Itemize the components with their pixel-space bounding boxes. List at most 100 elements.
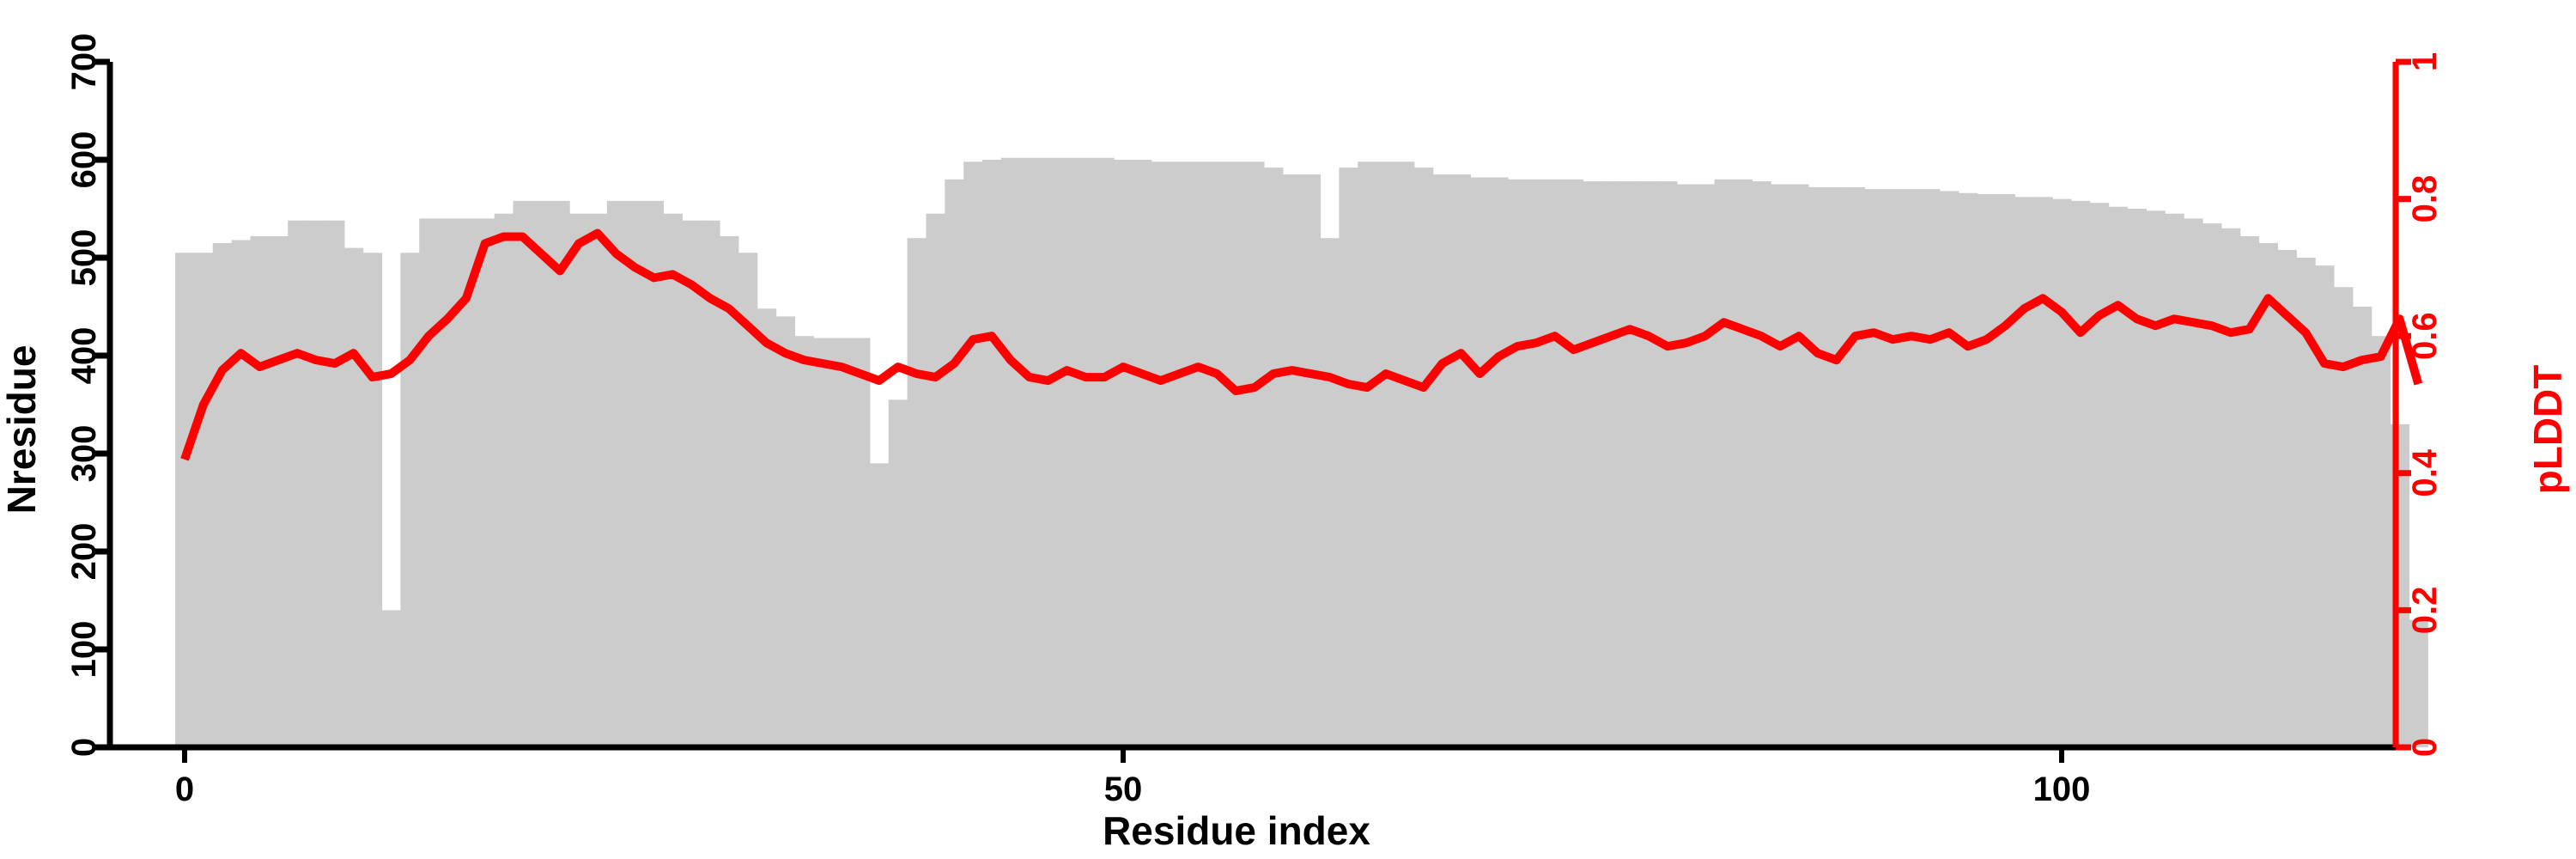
y-axis-left-tick-label: 500 — [65, 229, 103, 287]
bar — [2033, 197, 2053, 747]
bar — [1977, 193, 1997, 747]
bar — [851, 338, 871, 747]
bar — [1902, 189, 1922, 747]
bar — [1207, 161, 1227, 747]
bar — [1864, 189, 1884, 747]
bar — [2108, 206, 2129, 748]
bar — [1339, 168, 1358, 747]
bar — [1263, 168, 1284, 747]
bar — [869, 463, 890, 747]
bar — [343, 247, 364, 748]
bar — [2409, 619, 2428, 747]
bar — [2333, 287, 2354, 747]
bar — [1958, 192, 1978, 747]
y-axis-right-tick-label: 1 — [2406, 52, 2444, 71]
bar — [1826, 186, 1847, 748]
bar — [175, 253, 195, 747]
bar — [1038, 157, 1059, 748]
y-axis-left: 0 100 200 300 400 500 600 700 — [65, 34, 113, 757]
bar-series — [175, 157, 2428, 748]
y-axis-right-tick-label: 0.6 — [2406, 312, 2444, 360]
bar — [1188, 161, 1208, 747]
bar — [2165, 213, 2184, 747]
y-axis-right-tick-label: 0 — [2406, 738, 2444, 757]
bar — [1921, 189, 1941, 747]
bar — [1170, 161, 1190, 747]
bar — [1996, 193, 2015, 747]
bar — [2258, 242, 2278, 747]
bar — [1489, 177, 1509, 747]
bar — [2014, 197, 2034, 747]
bar — [438, 218, 458, 747]
bar — [1245, 161, 1265, 747]
x-axis-tick-label: 50 — [1104, 771, 1143, 808]
bar — [945, 179, 964, 748]
y-axis-right-label: pLDDT — [2525, 364, 2570, 495]
bar — [1114, 160, 1133, 747]
bar — [701, 220, 720, 747]
bar — [1620, 181, 1640, 747]
bar — [926, 213, 945, 747]
bar — [1714, 179, 1735, 748]
bar — [663, 213, 683, 747]
x-axis: 0 50 100 — [110, 744, 2396, 808]
bar — [587, 213, 608, 747]
bar — [2315, 265, 2335, 747]
bar — [1883, 189, 1903, 747]
bar — [775, 316, 796, 747]
bar — [1658, 181, 1678, 747]
bar — [1057, 157, 1077, 748]
bar — [1282, 174, 1303, 748]
bar — [1301, 174, 1321, 748]
bar — [756, 308, 777, 747]
y-axis-left-tick-label: 100 — [65, 621, 103, 679]
y-axis-right-tick-label: 0.2 — [2406, 587, 2444, 635]
bar — [1939, 191, 1959, 748]
bar — [456, 218, 477, 747]
bar — [569, 213, 589, 747]
y-axis-right-tick-label: 0.8 — [2406, 175, 2444, 223]
bar — [2052, 198, 2072, 748]
bar — [1545, 179, 1565, 748]
bar — [1771, 184, 1790, 747]
bar — [738, 253, 758, 747]
bar — [1695, 184, 1716, 747]
x-axis-label: Residue index — [1103, 808, 1370, 853]
bar — [2070, 200, 2091, 747]
bar — [1320, 238, 1340, 747]
bar — [1432, 174, 1453, 748]
bar — [1413, 168, 1434, 747]
bar — [982, 160, 1002, 747]
bar — [269, 235, 289, 747]
bar — [963, 161, 983, 747]
bar — [1639, 181, 1659, 747]
bar — [381, 610, 401, 747]
bar — [1601, 181, 1621, 747]
bar — [606, 200, 627, 747]
bar — [532, 200, 551, 747]
bar — [625, 200, 646, 747]
bar — [2371, 336, 2391, 747]
bar — [888, 399, 908, 747]
bar — [1807, 186, 1828, 748]
bar — [794, 336, 814, 747]
bar — [720, 235, 739, 747]
bar — [2184, 218, 2203, 747]
bar — [2089, 203, 2110, 747]
bar — [1845, 186, 1866, 748]
y-axis-left-tick-label: 400 — [65, 327, 103, 385]
y-axis-left-tick-label: 600 — [65, 131, 103, 189]
bar — [494, 213, 514, 747]
y-axis-right-tick-label: 0.4 — [2406, 448, 2444, 497]
bar — [1789, 184, 1809, 747]
bar — [644, 200, 665, 747]
bar — [1095, 157, 1115, 748]
bar — [193, 253, 214, 747]
bar — [1752, 181, 1771, 747]
bar — [362, 253, 383, 747]
bar — [419, 218, 439, 747]
bar — [231, 240, 252, 748]
bar — [2277, 249, 2297, 747]
